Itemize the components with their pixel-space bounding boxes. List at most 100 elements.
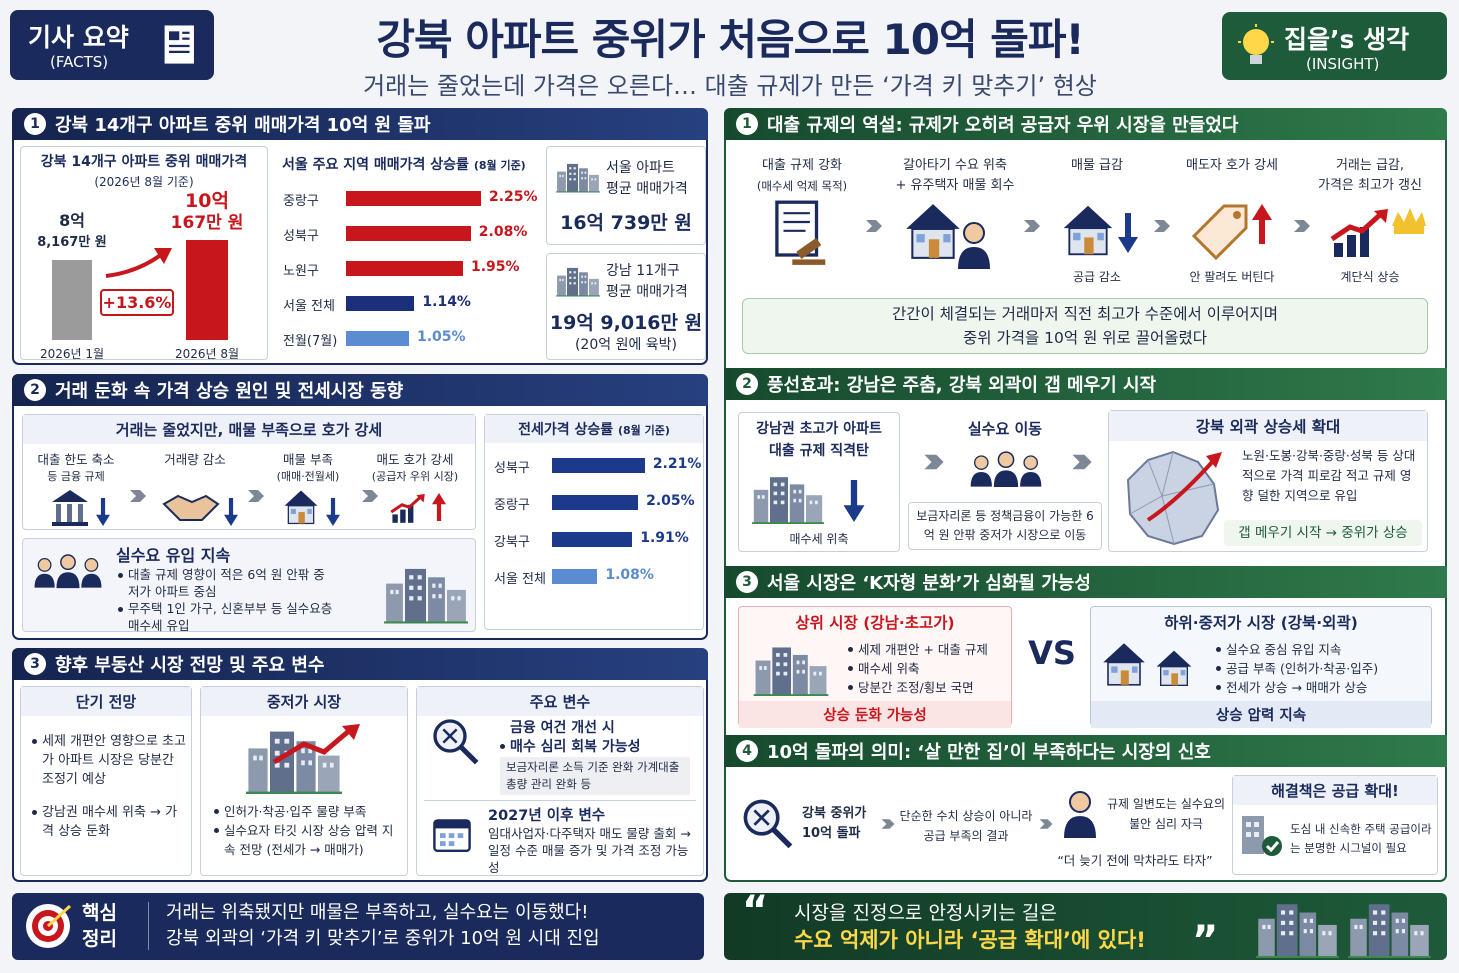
insight-badge: 집을’s 생각 (INSIGHT) xyxy=(1222,12,1447,80)
value-label: 1.91% xyxy=(640,530,689,546)
badge-sub: (INSIGHT) xyxy=(1306,55,1380,73)
insight-step: 매물 급감 xyxy=(1025,156,1169,176)
text-line: (공급자 우위 시장) xyxy=(371,470,459,483)
short-title: 단기 전망 xyxy=(21,687,191,716)
value-label-line: 8,167만 원 xyxy=(37,234,107,250)
value-label: 2.25% xyxy=(489,189,538,205)
text-line: 강북 외곽의 ‘가격 키 맞추기’로 중위가 10억 원 시대 진입 xyxy=(166,928,600,949)
doc-icon xyxy=(775,200,827,266)
core-label: 핵심 정리 xyxy=(82,900,117,952)
category-label: 2026년 1월 xyxy=(39,347,105,361)
short-bullets: 세제 개편안 영향으로 초고가 아파트 시장은 당분간 조정기 예상 강남권 매수… xyxy=(30,732,188,841)
jeonse-title: 전세가격 상승률 (8월 기준) xyxy=(485,415,703,443)
magnifier-icon xyxy=(740,796,794,850)
section-number: 4 xyxy=(736,740,758,762)
text-line: 매물 부족 xyxy=(283,452,333,467)
quote-mark: ” xyxy=(1192,918,1219,964)
flow-step: 거래량 감소 xyxy=(135,451,255,468)
flow-arrow xyxy=(924,454,944,470)
flow-arrow xyxy=(246,486,266,506)
house-icon xyxy=(283,489,340,526)
bar xyxy=(552,532,633,547)
solution-title: 해결책은 공급 확대! xyxy=(1233,776,1437,805)
gangnam-avg-label: 강남 11개구 평균 매매가격 xyxy=(606,261,688,303)
step-caption: 안 팔려도 버틴다 xyxy=(1189,270,1275,284)
bullet: 공급 부족 (인허가·착공·입주) xyxy=(1214,659,1428,678)
building-check-icon xyxy=(1242,816,1282,856)
bar xyxy=(346,331,409,346)
section-title: 향후 부동산 시장 전망 및 주요 변수 xyxy=(55,655,325,676)
move-note: 보금자리론 등 정책금융이 가능한 6억 원 안팎 중저가 시장으로 이동 xyxy=(908,502,1102,550)
insight-step: 대출 규제 강화 (매수세 억제 목적) xyxy=(730,156,874,196)
closing-line: 시장을 진정으로 안정시키는 길은 xyxy=(794,902,1057,924)
value-label: 2.08% xyxy=(478,224,528,240)
text-line: 서울 아파트 xyxy=(606,160,675,176)
value-label: 1.08% xyxy=(605,567,654,583)
bullet: 전세가 상승 → 매매가 상승 xyxy=(1214,678,1428,697)
text-line: 거래는 위축됐지만 매물은 부족하고, 실수요는 이동했다! xyxy=(166,902,589,923)
growth-arrow xyxy=(105,248,172,278)
houses-icon xyxy=(1102,642,1193,686)
move-title: 실수요 이동 xyxy=(967,420,1043,438)
section-number: 1 xyxy=(24,113,46,135)
text-line: 간간이 체결되는 거래마저 직전 최고가 수준에서 이루어지며 xyxy=(891,305,1279,323)
chart-note: (8월 기준) xyxy=(473,159,526,172)
bullet: 실수요 중심 유입 지속 xyxy=(1214,640,1428,659)
badge-sub: (FACTS) xyxy=(50,53,109,71)
mid-bullets: 인허가·착공·입주 물량 부족 실수요자 타깃 시장 상승 압력 지속 전망 (전… xyxy=(212,802,404,859)
chart-title: 강북 14개구 아파트 중위 매매가격 xyxy=(40,154,248,170)
bullet: 당분간 조정/횡보 국면 xyxy=(846,678,1008,697)
chart-note: (8월 기준) xyxy=(618,424,670,437)
text-line: 거래는 급감, xyxy=(1335,158,1405,173)
change-label: +13.6% xyxy=(100,289,174,316)
city-icon xyxy=(556,262,600,298)
badge-title: 집을’s 생각 xyxy=(1284,25,1410,54)
section-header: 2 거래 둔화 속 가격 상승 원인 및 전세시장 동향 xyxy=(12,374,708,406)
city-icon xyxy=(752,477,824,524)
flow-arrow xyxy=(360,486,380,506)
bullet: 실수요자 타깃 시장 상승 압력 지속 전망 (전세가 → 매매가) xyxy=(212,821,404,859)
category-label: 중랑구 xyxy=(494,498,530,513)
text-line: 대출 규제 강화 xyxy=(761,158,843,173)
value-label: 1.95% xyxy=(471,259,520,275)
upper-footer: 상승 둔화 가능성 xyxy=(739,701,1011,728)
flow-arrow xyxy=(1072,454,1092,470)
text-line: 대출 한도 축소 xyxy=(37,452,115,467)
city-icon xyxy=(753,647,829,696)
seoul-avg-box xyxy=(546,146,706,245)
seoul-avg-value: 16억 739만 원 xyxy=(560,212,692,234)
category-label: 성북구 xyxy=(494,461,530,476)
meaning-item: 규제 일변도는 실수요의 불안 심리 자극 xyxy=(1106,797,1226,831)
subtitle: 거래는 줄었는데 가격은 오른다… 대출 규제가 만든 ‘가격 키 맞추기’ 현… xyxy=(363,72,1097,100)
insight-step: 갈아타기 수요 위축 + 유주택자 매물 회수 xyxy=(883,156,1027,196)
expand-title: 강북 외곽 상승세 확대 xyxy=(1109,411,1427,441)
city-icon xyxy=(384,568,468,624)
category-label: 서울 전체 xyxy=(283,299,335,314)
section-title: 대출 규제의 역설: 규제가 오히려 공급자 우위 시장을 만들었다 xyxy=(767,115,1239,136)
record-high-icon xyxy=(1330,208,1426,260)
step-caption: 계단식 상승 xyxy=(1340,270,1400,284)
price-up-icon xyxy=(390,492,446,525)
solution-text: 도심 내 신속한 주택 공급이라는 분명한 시그널이 필요 xyxy=(1290,822,1432,855)
text-line: (매매·전월세) xyxy=(276,470,340,483)
jeonse-box xyxy=(484,414,704,630)
section-header: 2 풍선효과: 강남은 주춤, 강북 외곽이 갭 메우기 시작 xyxy=(724,368,1447,400)
flow-arrow xyxy=(1022,216,1042,236)
skyline-icon xyxy=(1256,904,1431,958)
text-line: 평균 매매가격 xyxy=(606,284,688,300)
people-icon xyxy=(32,548,104,594)
bar xyxy=(346,296,415,311)
value-label: 2.05% xyxy=(646,493,695,509)
category-label: 노원구 xyxy=(283,264,319,279)
gangnam-box xyxy=(738,412,900,552)
value-label: 10억 167만 원 xyxy=(156,190,258,234)
bar xyxy=(346,191,481,206)
people-icon xyxy=(968,444,1044,494)
map-icon xyxy=(1126,450,1222,546)
chart-title: 전세가격 상승률 xyxy=(518,422,614,438)
bullet: 인허가·착공·입주 물량 부족 xyxy=(212,802,404,821)
lower-bullets: 실수요 중심 유입 지속 공급 부족 (인허가·착공·입주) 전세가 상승 → 매매… xyxy=(1214,640,1428,697)
core-lines: 거래는 위축됐지만 매물은 부족하고, 실수요는 이동했다! 강북 외곽의 ‘가격… xyxy=(166,900,600,952)
bullet: 대출 규제 영향이 적은 6억 원 안팎 중저가 아파트 중심 xyxy=(116,566,336,600)
house-person-icon xyxy=(905,203,992,270)
